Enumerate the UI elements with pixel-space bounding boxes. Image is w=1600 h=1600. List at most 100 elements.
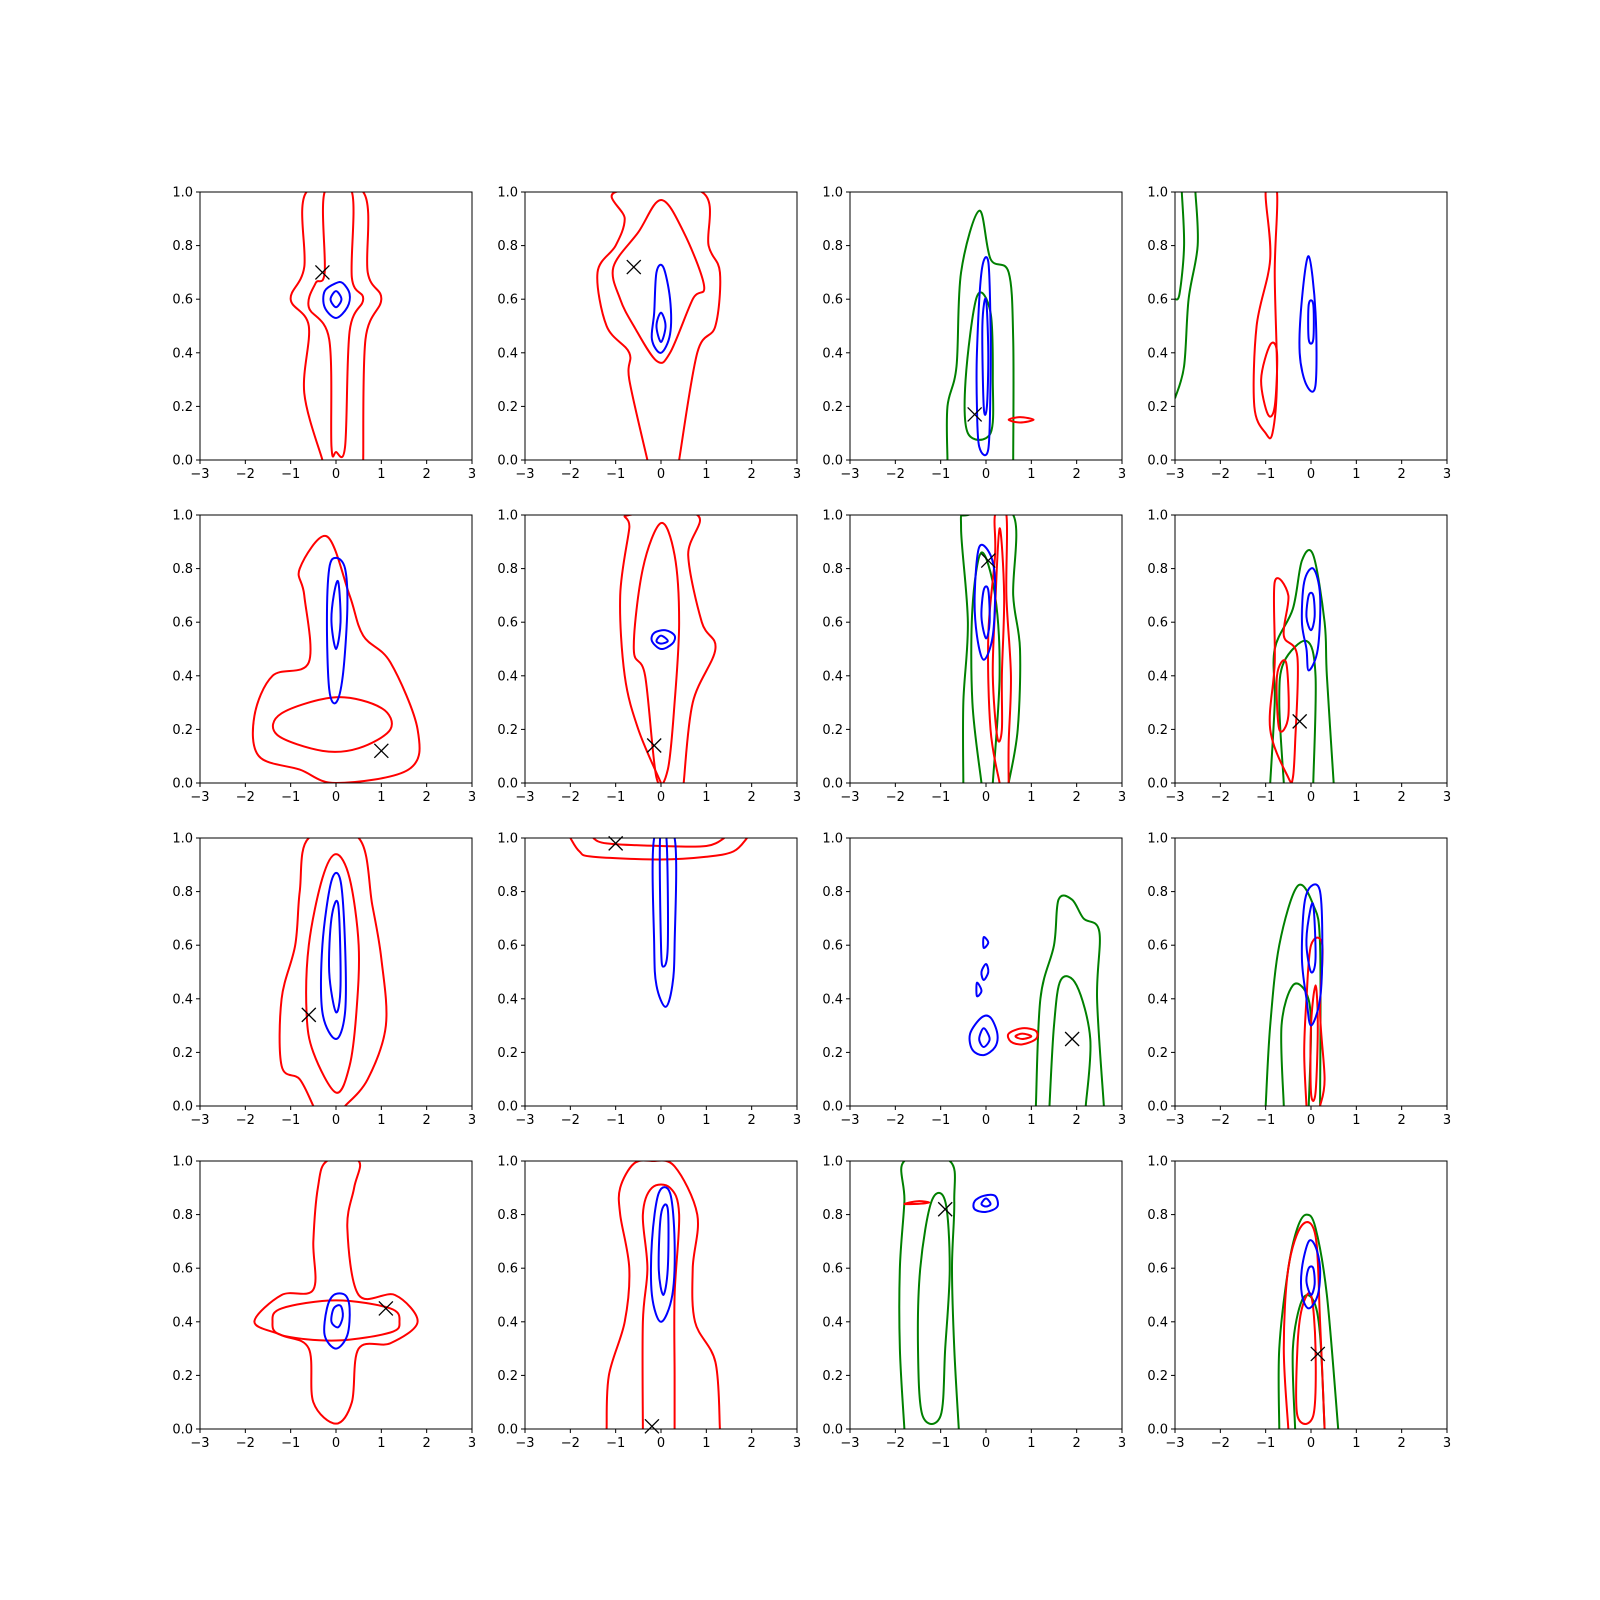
y-tick-label: 0.8 bbox=[1147, 239, 1168, 254]
contour-line-green-1 bbox=[945, 209, 1015, 460]
x-tick-label: 1 bbox=[377, 790, 385, 805]
y-tick-label: 0.2 bbox=[822, 723, 843, 738]
y-tick-label: 0.2 bbox=[497, 1369, 518, 1384]
y-tick-label: 0.0 bbox=[1147, 1423, 1168, 1438]
y-tick-label: 0.8 bbox=[822, 885, 843, 900]
y-tick-label: 0.4 bbox=[822, 669, 843, 684]
contour-line-red-2 bbox=[271, 696, 393, 753]
axes-frame bbox=[524, 837, 798, 1107]
x-tick-label: 3 bbox=[1118, 467, 1126, 482]
x-tick-label: −2 bbox=[1211, 467, 1230, 482]
contour-line-red-4 bbox=[1275, 659, 1290, 733]
x-tick-label: −3 bbox=[190, 1436, 209, 1451]
contour-line-blue-4 bbox=[329, 290, 343, 309]
y-tick-label: 0.6 bbox=[172, 293, 193, 308]
plot-area bbox=[596, 192, 722, 460]
x-tick-label: 3 bbox=[1443, 1436, 1451, 1451]
x-tick-label: 0 bbox=[332, 1113, 340, 1128]
subplot-1-1: −3 −2 −1 0 1 2 3 0.0 0.2 0.4 0.6 0.8 1.0 bbox=[172, 186, 476, 483]
y-tick-label: 0.0 bbox=[497, 454, 518, 469]
contour-line-red-4 bbox=[991, 527, 1006, 743]
y-tick-label: 0.4 bbox=[172, 1315, 193, 1330]
contour-line-red-2 bbox=[611, 199, 706, 364]
y-tick-label: 0.0 bbox=[822, 454, 843, 469]
x-tick-label: −3 bbox=[1165, 1113, 1184, 1128]
x-tick-label: 1 bbox=[1352, 790, 1360, 805]
contour-line-blue-5 bbox=[1298, 255, 1318, 393]
x-tick-label: 0 bbox=[332, 790, 340, 805]
contour-line-red-1 bbox=[569, 838, 748, 861]
x-tick-label: 1 bbox=[1352, 467, 1360, 482]
x-marker bbox=[1292, 713, 1308, 729]
x-tick-label: −1 bbox=[1256, 790, 1275, 805]
y-tick-label: 0.2 bbox=[497, 400, 518, 415]
y-tick-label: 1.0 bbox=[822, 186, 843, 201]
contour-line-blue-3 bbox=[651, 838, 678, 1008]
subplot-2-4: −3 −2 −1 0 1 2 3 0.0 0.2 0.4 0.6 0.8 1.0 bbox=[1147, 509, 1451, 806]
x-tick-label: 2 bbox=[748, 467, 756, 482]
x-tick-label: −1 bbox=[281, 790, 300, 805]
contour-line-blue-5 bbox=[1300, 567, 1322, 672]
y-tick-label: 0.4 bbox=[1147, 346, 1168, 361]
y-tick-label: 1.0 bbox=[822, 832, 843, 847]
x-tick-label: 3 bbox=[1443, 790, 1451, 805]
x-marker bbox=[626, 259, 642, 275]
x-tick-label: 0 bbox=[982, 467, 990, 482]
contour-line-blue-3 bbox=[323, 1292, 351, 1350]
plot-area bbox=[1175, 192, 1318, 440]
y-tick-label: 0.2 bbox=[172, 400, 193, 415]
y-tick-label: 0.0 bbox=[497, 777, 518, 792]
x-tick-label: 1 bbox=[702, 790, 710, 805]
plot-area bbox=[569, 838, 748, 1008]
x-tick-label: −3 bbox=[190, 1113, 209, 1128]
x-tick-label: 2 bbox=[1073, 1436, 1081, 1451]
plot-area bbox=[898, 1161, 999, 1429]
x-marker bbox=[644, 1418, 660, 1434]
contour-line-green-1 bbox=[1269, 549, 1335, 783]
x-tick-label: −1 bbox=[1256, 1113, 1275, 1128]
x-tick-label: −3 bbox=[1165, 467, 1184, 482]
y-tick-label: 0.0 bbox=[172, 777, 193, 792]
contour-line-red-3 bbox=[1268, 577, 1299, 783]
contour-line-red-2 bbox=[641, 1183, 681, 1429]
subplot-3-4: −3 −2 −1 0 1 2 3 0.0 0.2 0.4 0.6 0.8 1.0 bbox=[1147, 832, 1451, 1129]
y-tick-label: 0.8 bbox=[497, 239, 518, 254]
x-marker bbox=[967, 406, 983, 422]
plot-area bbox=[251, 535, 421, 783]
x-tick-label: −2 bbox=[236, 467, 255, 482]
x-tick-label: −1 bbox=[281, 1113, 300, 1128]
x-tick-label: −2 bbox=[236, 1113, 255, 1128]
contour-line-blue-4 bbox=[655, 634, 669, 645]
y-tick-label: 1.0 bbox=[822, 509, 843, 524]
y-tick-label: 0.2 bbox=[822, 400, 843, 415]
x-marker bbox=[1310, 1346, 1326, 1362]
y-tick-label: 0.0 bbox=[172, 454, 193, 469]
contour-line-blue-3 bbox=[325, 556, 349, 705]
x-tick-label: −3 bbox=[840, 790, 859, 805]
contour-line-blue-3 bbox=[649, 1186, 676, 1323]
axes-frame bbox=[1174, 514, 1448, 784]
contour-line-blue-6 bbox=[1305, 591, 1316, 632]
x-tick-label: 0 bbox=[657, 1113, 665, 1128]
y-tick-label: 1.0 bbox=[1147, 1155, 1168, 1170]
x-tick-label: 2 bbox=[423, 1436, 431, 1451]
contour-line-red-4 bbox=[1309, 984, 1319, 1102]
contour-line-blue-3 bbox=[322, 280, 351, 319]
contour-line-blue-7 bbox=[975, 981, 983, 998]
x-tick-label: 2 bbox=[748, 1113, 756, 1128]
x-tick-label: 2 bbox=[748, 790, 756, 805]
contour-line-blue-5 bbox=[1300, 1239, 1322, 1310]
x-tick-label: −3 bbox=[515, 790, 534, 805]
axes-frame bbox=[849, 514, 1123, 784]
x-tick-label: 1 bbox=[377, 1113, 385, 1128]
x-tick-label: 0 bbox=[657, 790, 665, 805]
contour-line-blue-5 bbox=[982, 936, 990, 949]
contour-line-blue-4 bbox=[978, 1027, 991, 1049]
y-tick-label: 0.0 bbox=[1147, 777, 1168, 792]
y-tick-label: 0.6 bbox=[1147, 616, 1168, 631]
contour-line-red-1 bbox=[596, 192, 722, 460]
x-tick-label: −2 bbox=[236, 790, 255, 805]
axes-frame bbox=[1174, 191, 1448, 461]
y-tick-label: 0.4 bbox=[172, 669, 193, 684]
x-tick-label: 2 bbox=[1398, 790, 1406, 805]
